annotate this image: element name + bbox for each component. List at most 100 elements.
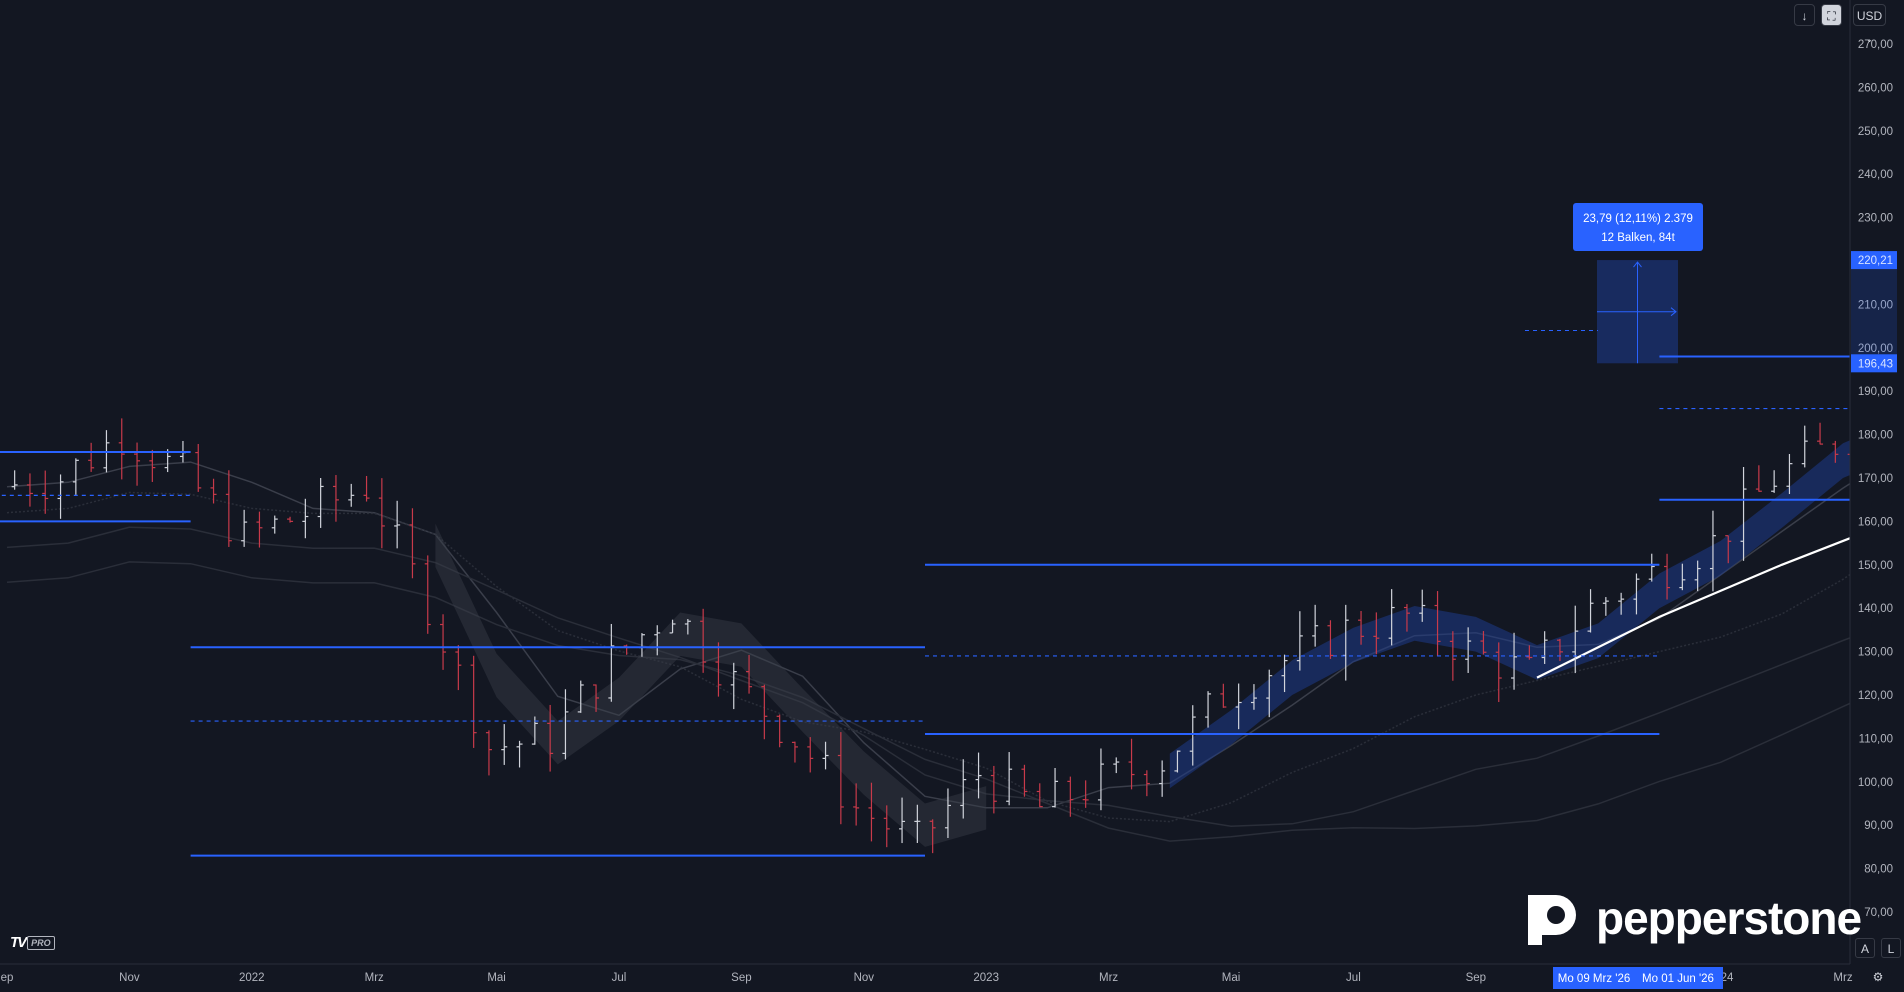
price-tick-label: 160,00 [1858,516,1893,528]
ohlc-bar-up [1694,560,1701,592]
currency-label: USD [1856,9,1883,23]
ohlc-bars [11,418,1900,854]
auto-scale-button[interactable]: A [1855,938,1875,958]
price-tick-label: 200,00 [1858,343,1893,355]
price-range-highlight [1851,251,1897,373]
ohlc-bar-up [1312,604,1319,647]
ohlc-bar-up [1388,589,1395,646]
ohlc-bar-up [1572,605,1579,674]
ohlc-bar-up [577,680,584,713]
tv-mark: TV [10,934,27,951]
price-tick-label: 230,00 [1858,213,1893,225]
low-price-label-bg [1851,354,1897,373]
ohlc-bar-down [791,741,798,763]
ohlc-bar-down [776,714,783,748]
ohlc-bar-down [485,730,492,776]
ohlc-bar-down [1495,642,1502,703]
ohlc-bar-down [700,608,707,673]
ohlc-bar-down [929,819,936,854]
ohlc-bar-up [72,458,79,495]
ohlc-bar-up [1786,454,1793,495]
ohlc-bar-down [1082,780,1089,808]
ohlc-bar-down [225,470,232,547]
price-tick-label: 70,00 [1864,907,1893,919]
ohlc-bar-down [1664,553,1671,600]
time-tick-label: Jul [1346,972,1361,984]
tradingview-logo[interactable]: TV PRO [10,934,55,951]
ohlc-bar-down [837,732,844,825]
ohlc-bar-down [1067,776,1074,817]
ohlc-bar-down [807,737,814,773]
ohlc-bar-up [394,500,401,549]
ohlc-bar-down [1526,645,1533,660]
ohlc-bar-up [1159,760,1166,797]
ohlc-bar-down [1817,422,1824,445]
ohlc-bar-down [88,442,95,472]
ohlc-bar-up [1465,627,1472,673]
ohlc-bar-down [715,642,722,697]
ohlc-bar-down [470,655,477,748]
price-tick-label: 180,00 [1858,430,1893,442]
tooltip-bg [1573,203,1703,251]
price-axis-bg [1850,0,1904,992]
price-tick-label: 80,00 [1864,864,1893,876]
time-tick-label: Mrz [1099,972,1118,984]
ohlc-bar-up [1235,683,1242,730]
time-axis: ep Nov 2022 Mrz Mai Jul Sep Nov 2023 Mrz Mai Jul Sep… [0,963,1853,992]
ohlc-bar-up [684,619,691,635]
time-tick-label: Mai [487,972,506,984]
ohlc-bar-down [1832,440,1839,463]
price-tick-label: 140,00 [1858,603,1893,615]
ohlc-bar-down [363,475,370,502]
time-axis-bg [0,964,1850,992]
ohlc-bar-up [516,740,523,768]
price-axis: 270,00260,00250,00240,00230,00220,00210,… [1849,0,1904,992]
fullscreen-button[interactable]: ⛶ [1821,4,1842,26]
ohlc-bar-up [822,741,829,770]
ohlc-bar-down [1358,610,1365,645]
settings-button[interactable]: ⚙ [1868,967,1888,987]
ohlc-bar-down [1480,631,1487,655]
ohlc-bar-up [654,625,661,656]
ohlc-bar-down [761,684,768,740]
ohlc-bar-down [990,765,997,814]
price-tick-label: 170,00 [1858,473,1893,485]
ohlc-bar-down [455,645,462,691]
ohlc-bar-up [1587,589,1594,633]
download-button[interactable]: ↓ [1794,4,1815,26]
low-price-label: 196,43 [1851,354,1897,373]
price-tick-label: 110,00 [1859,733,1893,745]
measure-tooltip: 23,79 (12,11%) 2.379 12 Balken, 84t [1573,203,1703,251]
chevron-down-icon: ⌄ [1866,35,1873,44]
current-price-label: 220,21 [1851,251,1897,270]
ohlc-bar-down [1143,770,1150,797]
ohlc-bar-down [118,418,125,480]
ohlc-bar-down [409,508,416,579]
ohlc-bar-down [1755,465,1762,492]
ohlc-bar-up [1266,669,1273,718]
ma-ribbon [1169,417,1904,789]
currency-select[interactable]: USD ⌄ [1853,4,1886,44]
price-tick-label: 120,00 [1858,690,1893,702]
ohlc-bar-up [1801,425,1808,468]
price-tick-label: 240,00 [1858,169,1893,181]
time-tick-label: Nov [854,972,875,984]
ohlc-bar-up [241,509,248,547]
ohlc-bar-up [730,662,737,710]
ohlc-bar-up [1052,767,1059,808]
time-tick-label: Jul [612,972,627,984]
low-price-label-text: 196,43 [1858,358,1893,370]
arrow-up-icon [1633,261,1642,268]
ohlc-bar-up [1006,752,1013,806]
gear-icon: ⚙ [1872,970,1884,984]
price-tick-label: 270,00 [1858,39,1893,51]
ohlc-bar-up [1296,611,1303,671]
ohlc-bar-down [424,555,431,634]
broker-name: pepperstone [1596,892,1862,944]
time-tick-label: Mrz [365,972,384,984]
ohlc-bar-down [256,511,263,548]
price-tick-label: 90,00 [1864,820,1893,832]
price-tick-label: 150,00 [1858,560,1893,572]
log-scale-button[interactable]: L [1881,938,1901,958]
